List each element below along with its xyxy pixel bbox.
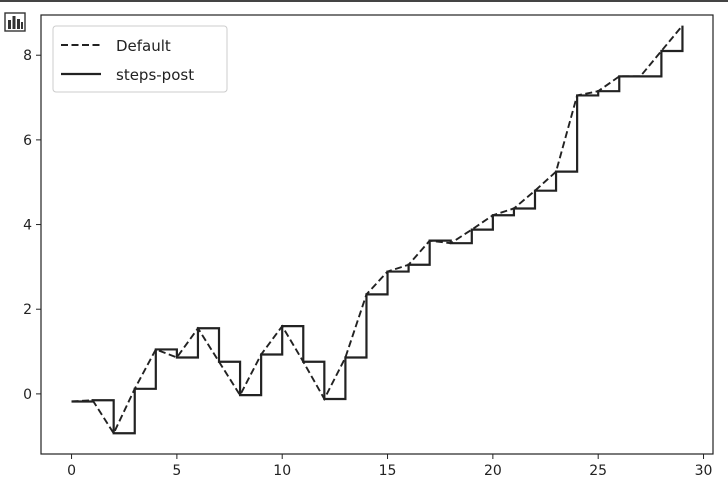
series-layer — [71, 24, 684, 436]
y-tick-label: 4 — [23, 218, 32, 234]
x-axis: 0 5 10 15 20 25 30 — [67, 454, 712, 479]
y-tick-label: 2 — [23, 302, 32, 318]
y-axis: 0 2 4 6 8 — [23, 48, 41, 403]
x-tick-label: 30 — [695, 463, 713, 479]
plot-frame — [40, 14, 714, 455]
legend: Default steps-post — [52, 25, 228, 93]
series-line-steps-post — [71, 25, 684, 435]
x-tick-label: 15 — [379, 463, 397, 479]
x-tick-label: 0 — [67, 463, 76, 479]
x-tick-label: 25 — [589, 463, 607, 479]
x-tick-label: 20 — [484, 463, 502, 479]
legend-box — [52, 25, 228, 93]
bar-chart-icon[interactable] — [3, 10, 27, 34]
x-tick-label: 10 — [273, 463, 291, 479]
y-tick-label: 0 — [23, 387, 32, 403]
legend-label: Default — [116, 37, 171, 55]
y-tick-label: 8 — [23, 48, 32, 64]
y-tick-label: 6 — [23, 133, 32, 149]
x-tick-label: 5 — [172, 463, 181, 479]
legend-label: steps-post — [116, 66, 194, 84]
